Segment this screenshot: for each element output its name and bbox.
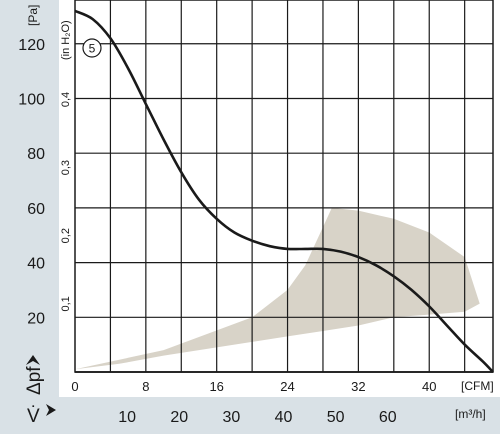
grid xyxy=(74,0,494,373)
x-tick-label: 8 xyxy=(142,379,149,394)
airflow-symbol: V̇ xyxy=(27,406,40,427)
y-tick-label: 120 xyxy=(18,37,45,54)
y-secondary-unit-label: (in H₂O) xyxy=(60,20,72,60)
x-secondary-tick-label: 50 xyxy=(327,409,345,426)
axis-labels: 20 40 60 80 100 120 0 8 16 24 32 40 0,1 0,2 0,3 0,4 10 20… xyxy=(18,37,436,426)
y-secondary-tick-label: 0,1 xyxy=(60,296,72,311)
x-tick-label: 40 xyxy=(422,379,436,394)
curve-marker: 5 xyxy=(82,38,102,58)
x-secondary-tick-label: 60 xyxy=(379,409,397,426)
x-secondary-tick-label: 30 xyxy=(222,409,240,426)
curve-marker-circle xyxy=(82,38,102,58)
x-axis-band xyxy=(0,397,500,434)
x-unit-label: [CFM] xyxy=(461,379,494,393)
y-secondary-tick-label: 0,4 xyxy=(60,92,72,107)
performance-curve xyxy=(74,9,494,373)
y-tick-label: 100 xyxy=(18,91,45,108)
pressure-arrow-icon xyxy=(26,355,40,365)
x-tick-label: 16 xyxy=(209,379,223,394)
y-tick-label: 40 xyxy=(27,256,45,273)
x-secondary-tick-label: 40 xyxy=(275,409,293,426)
x-tick-label: 0 xyxy=(71,379,78,394)
x-tick-label: 32 xyxy=(351,379,365,394)
x-tick-label: 24 xyxy=(280,379,294,394)
y-secondary-tick-label: 0,2 xyxy=(60,228,72,243)
x-secondary-tick-label: 20 xyxy=(170,409,188,426)
y-tick-label: 20 xyxy=(27,310,45,327)
y-tick-label: 60 xyxy=(27,201,45,218)
curve-marker-label: 5 xyxy=(89,42,96,56)
operating-region xyxy=(75,207,480,370)
pressure-symbol: Δpf xyxy=(24,366,45,395)
x-secondary-unit-label: [m³/h] xyxy=(455,407,486,421)
y-secondary-tick-label: 0,3 xyxy=(60,160,72,175)
x-secondary-tick-label: 10 xyxy=(118,409,136,426)
y-unit-label: [Pa] xyxy=(26,5,40,26)
y-tick-label: 80 xyxy=(27,146,45,163)
airflow-arrow-icon xyxy=(46,404,56,416)
